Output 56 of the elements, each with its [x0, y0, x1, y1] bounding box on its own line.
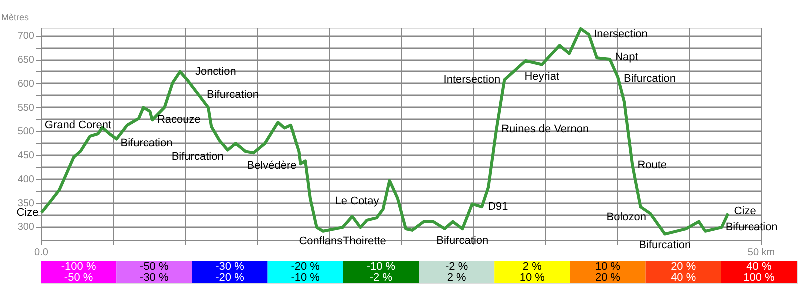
text: 40 %	[671, 272, 696, 284]
annotation: Bifurcation	[639, 239, 692, 252]
x-tick-label: 50 km	[748, 248, 776, 258]
annotation: Bifurcation	[726, 222, 778, 234]
text: -50 %	[64, 272, 94, 284]
annotation: Thoirette	[342, 236, 386, 248]
category-label: -50 %	[140, 261, 169, 273]
text: 100 %	[744, 272, 776, 284]
annotation: Grand Corent	[44, 119, 112, 132]
y-tick-label: 600	[18, 78, 35, 90]
category-label: 20 %	[671, 261, 696, 273]
annotation: Route	[638, 160, 668, 172]
text: -20 %	[216, 272, 245, 284]
annotation: D91	[488, 201, 508, 214]
y-tick-label: 700	[18, 31, 35, 42]
text: -2 %	[370, 272, 393, 284]
y-tick-label: 500	[18, 126, 35, 138]
category-label: 10 %	[595, 261, 621, 273]
annotation: Heyriat	[524, 70, 560, 83]
annotation: Ruines de Vernon	[502, 124, 590, 136]
category-label: 40 %	[746, 261, 772, 273]
text: 2 %	[447, 272, 466, 284]
y-tick-label: 550	[18, 102, 35, 114]
text: 10 %	[520, 272, 546, 284]
annotation: Cize	[16, 206, 39, 219]
category-label: -20 %	[291, 261, 320, 273]
y-tick-label: 300	[18, 222, 35, 234]
annotation: Le Cotay	[335, 195, 380, 208]
category-label: -2 %	[445, 261, 468, 273]
y-tick-label: 350	[18, 198, 35, 210]
text: 20 %	[595, 272, 621, 284]
x-tick-label: 0.0	[34, 248, 49, 258]
y-tick-label: 400	[18, 174, 35, 186]
y-tick-label: 450	[18, 150, 35, 162]
annotation: Bifurcation	[624, 73, 676, 86]
annotation: Cize	[734, 206, 756, 218]
annotation: Racouze	[157, 114, 201, 126]
annotation: Bolozon	[606, 212, 647, 224]
y-tick-label: 650	[18, 55, 35, 66]
annotation: Napt	[615, 52, 638, 64]
annotation: Belvédère	[247, 160, 297, 172]
category-label: 2 %	[522, 261, 542, 273]
text: -10 %	[291, 272, 320, 284]
y-axis-title: Mètres	[2, 12, 30, 22]
annotation: Bifurcation	[436, 235, 489, 248]
annotation: Bifurcation	[120, 137, 173, 150]
annotation: Intersection	[444, 74, 501, 86]
annotation: Bifurcation	[206, 89, 259, 102]
annotation: Conflans	[299, 236, 344, 248]
category-label: -100 %	[61, 261, 96, 273]
annotation: Jonction	[195, 66, 236, 78]
annotation: Inersection	[594, 28, 648, 41]
text: -30 %	[140, 272, 169, 284]
annotation: Bifurcation	[172, 151, 224, 164]
category-label: -10 %	[366, 261, 396, 273]
category-label: -30 %	[216, 261, 245, 273]
